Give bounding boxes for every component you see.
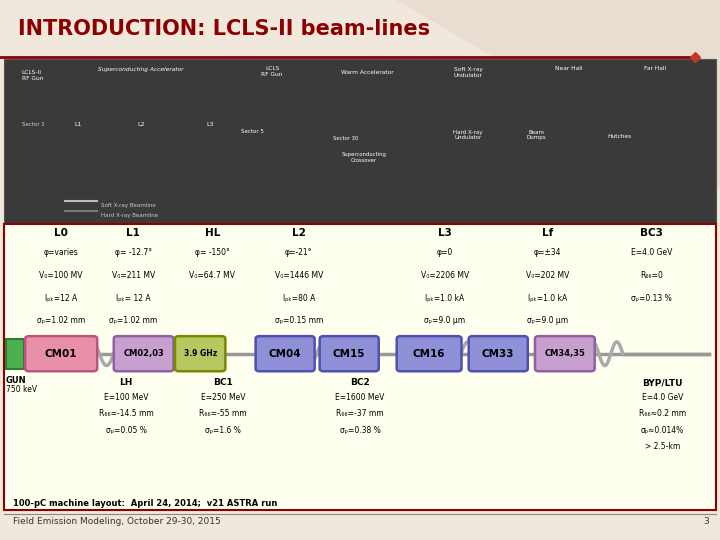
Text: σₚ=9.0 μm: σₚ=9.0 μm	[526, 316, 568, 326]
Text: V₀=2206 MV: V₀=2206 MV	[420, 271, 469, 280]
Text: BC1: BC1	[213, 378, 233, 387]
Text: V₀=1446 MV: V₀=1446 MV	[274, 271, 323, 280]
Text: Soft X-ray Beamline: Soft X-ray Beamline	[101, 202, 156, 207]
Text: E=4.0 GeV: E=4.0 GeV	[642, 393, 683, 402]
Text: V₀=64.7 MV: V₀=64.7 MV	[189, 271, 235, 280]
Text: Lf: Lf	[541, 228, 553, 238]
Text: Iₚₖ= 12 A: Iₚₖ= 12 A	[116, 294, 150, 303]
Text: E=1600 MeV: E=1600 MeV	[336, 393, 384, 402]
Text: CM34,35: CM34,35	[544, 349, 585, 358]
Text: σₚ=9.0 μm: σₚ=9.0 μm	[424, 316, 466, 326]
Text: CM16: CM16	[413, 349, 446, 359]
Text: σₚ=0.15 mm: σₚ=0.15 mm	[274, 316, 323, 326]
Text: R₆₆≈0.2 mm: R₆₆≈0.2 mm	[639, 409, 686, 418]
Text: R₆₆=0: R₆₆=0	[640, 271, 663, 280]
FancyBboxPatch shape	[320, 336, 379, 372]
Text: σₚ=0.13 %: σₚ=0.13 %	[631, 294, 672, 303]
Text: Iₚₖ=12 A: Iₚₖ=12 A	[45, 294, 77, 303]
Text: Superconducting
Crossover: Superconducting Crossover	[341, 152, 386, 163]
FancyBboxPatch shape	[6, 339, 24, 369]
Text: Soft X-ray
Undulator: Soft X-ray Undulator	[454, 68, 482, 78]
Text: σₚ=1.02 mm: σₚ=1.02 mm	[109, 316, 158, 326]
Text: CM04: CM04	[269, 349, 302, 359]
Text: φ=0: φ=0	[437, 248, 453, 258]
Text: L2: L2	[292, 228, 306, 238]
Text: φ= -150°: φ= -150°	[195, 248, 230, 258]
Text: σₚ=1.02 mm: σₚ=1.02 mm	[37, 316, 86, 326]
Text: V₀=202 MV: V₀=202 MV	[526, 271, 569, 280]
Text: CM01: CM01	[45, 349, 78, 359]
Text: Hard X-ray Beamline: Hard X-ray Beamline	[101, 213, 158, 218]
Text: φ= -12.7°: φ= -12.7°	[114, 248, 152, 258]
Text: BYP/LTU: BYP/LTU	[642, 378, 683, 387]
FancyBboxPatch shape	[397, 336, 462, 372]
Text: R₆₆=-14.5 mm: R₆₆=-14.5 mm	[99, 409, 153, 418]
Text: Hard X-ray
Undulator: Hard X-ray Undulator	[454, 130, 482, 140]
Text: L3: L3	[207, 122, 214, 126]
FancyBboxPatch shape	[25, 336, 97, 372]
Text: Sector 5: Sector 5	[240, 129, 264, 133]
Text: σₚ=0.38 %: σₚ=0.38 %	[340, 426, 380, 435]
Text: > 2.5-km: > 2.5-km	[645, 442, 680, 451]
Text: INTRODUCTION: LCLS-II beam-lines: INTRODUCTION: LCLS-II beam-lines	[18, 19, 430, 39]
Text: 3.9 GHz: 3.9 GHz	[184, 349, 217, 358]
Text: φ=varies: φ=varies	[44, 248, 78, 258]
Text: Sector 2: Sector 2	[22, 122, 45, 126]
Text: CM02,03: CM02,03	[123, 349, 164, 358]
Text: L0: L0	[54, 228, 68, 238]
Text: σₚ=1.6 %: σₚ=1.6 %	[205, 426, 241, 435]
FancyBboxPatch shape	[4, 59, 716, 224]
Text: V₀=100 MV: V₀=100 MV	[40, 271, 83, 280]
FancyBboxPatch shape	[469, 336, 528, 372]
Text: E=100 MeV: E=100 MeV	[104, 393, 148, 402]
Polygon shape	[396, 0, 720, 189]
Text: CM33: CM33	[482, 349, 515, 359]
Text: σₚ=0.05 %: σₚ=0.05 %	[106, 426, 146, 435]
Text: R₆₆=-37 mm: R₆₆=-37 mm	[336, 409, 384, 418]
Text: E=250 MeV: E=250 MeV	[201, 393, 246, 402]
Text: Beam
Dumps: Beam Dumps	[526, 130, 546, 140]
Text: L3: L3	[438, 228, 452, 238]
Text: Iₚₖ=1.0 kA: Iₚₖ=1.0 kA	[426, 294, 464, 303]
Text: LCLS-II
RF Gun: LCLS-II RF Gun	[22, 70, 43, 81]
Text: σₚ≈0.014%: σₚ≈0.014%	[641, 426, 684, 435]
Text: E=4.0 GeV: E=4.0 GeV	[631, 248, 672, 258]
Text: LH: LH	[120, 378, 132, 387]
Text: Warm Accelerator: Warm Accelerator	[341, 70, 394, 75]
FancyBboxPatch shape	[535, 336, 595, 372]
Text: LCLS
RF Gun: LCLS RF Gun	[261, 66, 283, 77]
Text: L1: L1	[74, 122, 81, 126]
Text: R₆₆=-55 mm: R₆₆=-55 mm	[199, 409, 247, 418]
Text: L1: L1	[126, 228, 140, 238]
Text: Far Hall: Far Hall	[644, 66, 666, 71]
Text: 3: 3	[703, 517, 709, 526]
Text: Near Hall: Near Hall	[555, 66, 582, 71]
Text: Iₚₖ=80 A: Iₚₖ=80 A	[283, 294, 315, 303]
Text: Iₚₖ=1.0 kA: Iₚₖ=1.0 kA	[528, 294, 567, 303]
Text: L2: L2	[138, 122, 145, 126]
Text: φ=±34: φ=±34	[534, 248, 561, 258]
FancyBboxPatch shape	[4, 224, 716, 510]
FancyBboxPatch shape	[256, 336, 315, 372]
Text: CM15: CM15	[333, 349, 366, 359]
Text: Sector 30: Sector 30	[333, 136, 359, 141]
Text: 100-pC machine layout:  April 24, 2014;  v21 ASTRA run: 100-pC machine layout: April 24, 2014; v…	[13, 500, 277, 509]
Text: HL: HL	[204, 228, 220, 238]
Text: V₀=211 MV: V₀=211 MV	[112, 271, 155, 280]
Text: φ=-21°: φ=-21°	[285, 248, 312, 258]
Text: Field Emission Modeling, October 29-30, 2015: Field Emission Modeling, October 29-30, …	[13, 517, 221, 526]
Text: Superconducting Accelerator: Superconducting Accelerator	[98, 68, 183, 72]
Text: GUN: GUN	[6, 376, 27, 386]
Text: 750 keV: 750 keV	[6, 385, 37, 394]
FancyBboxPatch shape	[175, 336, 225, 372]
Text: BC3: BC3	[640, 228, 663, 238]
Text: BC2: BC2	[350, 378, 370, 387]
Text: Hutches: Hutches	[607, 134, 631, 139]
FancyBboxPatch shape	[114, 336, 174, 372]
